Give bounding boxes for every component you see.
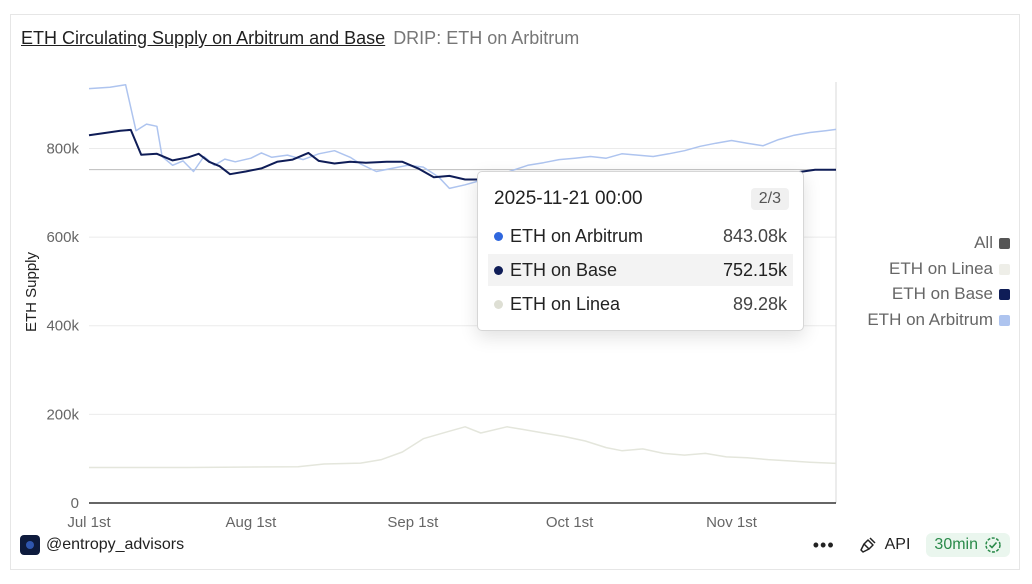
y-tick-label: 600k <box>46 229 79 246</box>
tooltip-row-base: ETH on Base 752.15k <box>488 254 793 286</box>
more-options-button[interactable]: ••• <box>812 534 835 555</box>
axes: 0 200k 400k 600k 800k Jul 1st Aug 1st Sep 1st Oc… <box>23 140 836 531</box>
series-line-eth-on-arbitrum[interactable] <box>88 83 837 190</box>
tooltip-series-name: ETH on Base <box>510 260 618 280</box>
series-layer <box>88 83 837 469</box>
tooltip-row-linea: ETH on Linea 89.28k <box>488 288 793 320</box>
legend-item-linea[interactable]: ETH on Linea <box>867 256 1010 282</box>
chart-subtitle: DRIP: ETH on Arbitrum <box>393 28 580 48</box>
arbitrum-dot-icon <box>494 232 503 241</box>
series-line-eth-on-linea[interactable] <box>89 426 837 469</box>
y-axis-label: ETH Supply <box>23 251 40 332</box>
x-tick-label: Aug 1st <box>225 514 277 531</box>
y-tick-label: 200k <box>46 406 79 423</box>
linea-dot-icon <box>494 300 503 309</box>
avatar <box>20 535 40 555</box>
footer-actions: ••• API 30min <box>813 533 1010 557</box>
tooltip-row-arbitrum: ETH on Arbitrum 843.08k <box>488 220 793 252</box>
legend-label: ETH on Linea <box>889 258 993 278</box>
legend-item-base[interactable]: ETH on Base <box>867 281 1010 307</box>
series-line-eth-on-base[interactable] <box>88 128 836 181</box>
title-row: ETH Circulating Supply on Arbitrum and B… <box>21 28 579 49</box>
chart-title[interactable]: ETH Circulating Supply on Arbitrum and B… <box>21 28 386 48</box>
legend-label: ETH on Arbitrum <box>867 309 993 329</box>
tooltip-page-indicator[interactable]: 2/3 <box>750 188 789 210</box>
tooltip-series-value: 752.15k <box>722 260 787 280</box>
base-dot-icon <box>494 266 503 275</box>
api-button[interactable]: API <box>859 536 911 554</box>
legend-swatch-icon <box>999 314 1010 326</box>
y-tick-label: 800k <box>46 140 79 157</box>
legend-item-arbitrum[interactable]: ETH on Arbitrum <box>867 307 1010 333</box>
grid <box>89 82 837 503</box>
plug-icon <box>859 537 876 553</box>
legend-swatch-icon <box>999 263 1010 275</box>
author-handle-text: @entropy_advisors <box>46 536 185 553</box>
y-tick-label: 0 <box>71 495 79 512</box>
tooltip-series-name: ETH on Arbitrum <box>510 226 644 246</box>
legend: All ETH on Linea ETH on Base ETH on Arbi… <box>867 230 1010 332</box>
legend-item-all[interactable]: All <box>867 230 1010 256</box>
x-tick-label: Oct 1st <box>546 514 594 531</box>
tooltip-date: 2025-11-21 00:00 <box>494 188 643 209</box>
check-badge-icon <box>985 537 1001 553</box>
tooltip-series-name: ETH on Linea <box>510 294 621 314</box>
hover-tooltip: 2025-11-21 00:00 2/3 ETH on Arbitrum 843… <box>477 171 804 331</box>
tooltip-series-value: 89.28k <box>732 294 787 314</box>
x-tick-label: Jul 1st <box>67 514 111 531</box>
legend-label: ETH on Base <box>891 284 993 303</box>
api-label: API <box>884 536 911 553</box>
legend-swatch-icon <box>999 238 1010 249</box>
refresh-interval-label: 30min <box>934 536 978 553</box>
legend-swatch-icon <box>999 289 1010 300</box>
tooltip-series-value: 843.08k <box>722 226 787 246</box>
legend-label: All <box>974 233 993 252</box>
refresh-interval-badge[interactable]: 30min <box>926 533 1010 557</box>
x-tick-label: Nov 1st <box>706 514 758 531</box>
author-handle[interactable]: @entropy_advisors <box>20 535 184 555</box>
y-tick-label: 400k <box>46 318 79 335</box>
x-tick-label: Sep 1st <box>387 514 439 531</box>
